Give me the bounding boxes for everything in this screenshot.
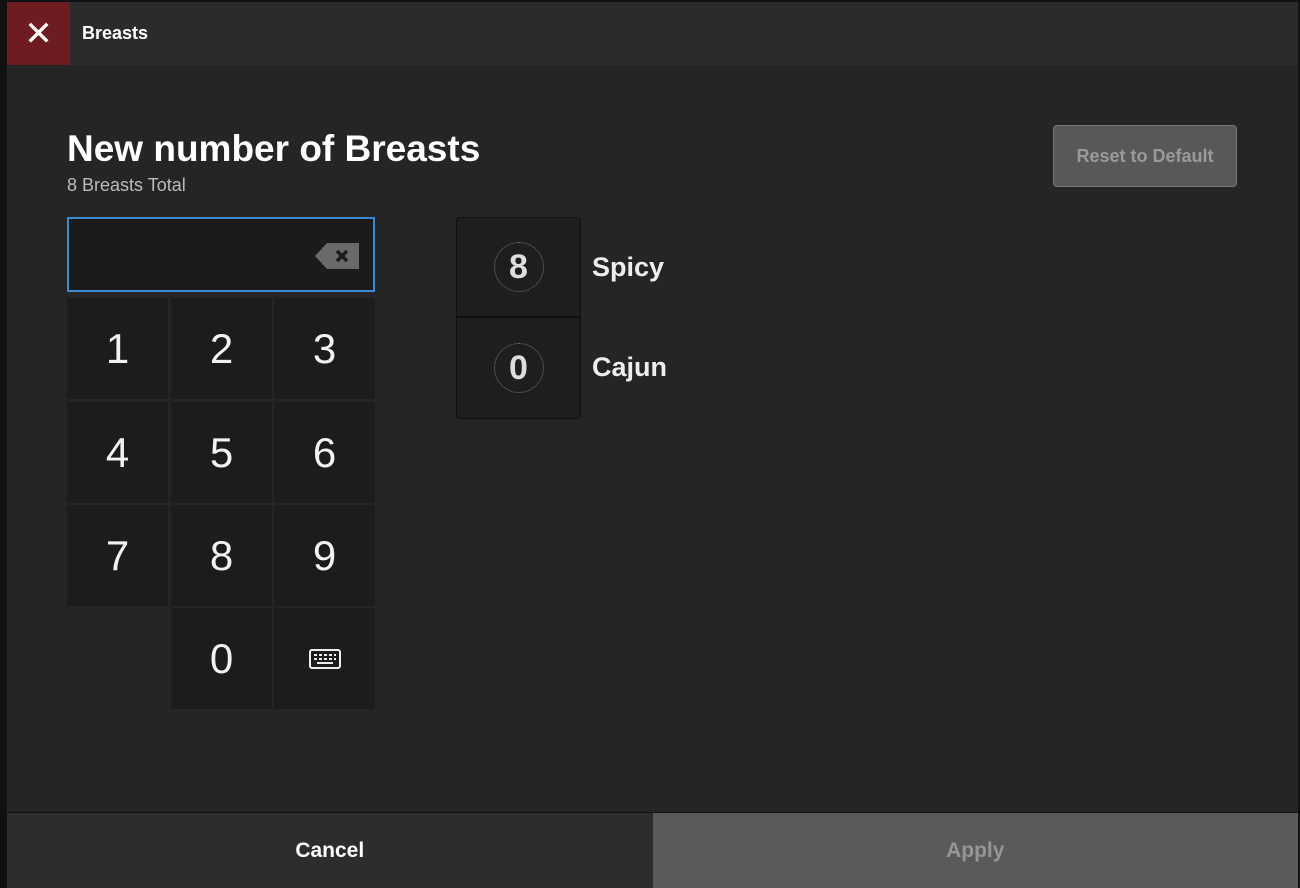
key-0[interactable]: 0 bbox=[171, 608, 272, 709]
key-9[interactable]: 9 bbox=[274, 505, 375, 606]
close-button[interactable]: ✕ bbox=[7, 2, 70, 65]
footer: Cancel Apply bbox=[7, 812, 1298, 888]
key-8[interactable]: 8 bbox=[171, 505, 272, 606]
flavor-label-spicy: Spicy bbox=[592, 252, 665, 282]
flavor-count: 0 bbox=[493, 343, 544, 393]
flavor-count: 8 bbox=[493, 242, 544, 292]
dialog: ✕ Breasts New number of Breasts 8 Breast… bbox=[7, 2, 1298, 888]
key-2[interactable]: 2 bbox=[171, 298, 272, 399]
number-input[interactable] bbox=[67, 217, 375, 292]
key-6[interactable]: 6 bbox=[274, 402, 375, 503]
keyboard-button[interactable] bbox=[274, 608, 375, 709]
flavor-spicy-button[interactable]: 8 bbox=[457, 218, 580, 318]
header-title: Breasts bbox=[82, 23, 149, 43]
key-4[interactable]: 4 bbox=[67, 402, 168, 503]
key-5[interactable]: 5 bbox=[171, 402, 272, 503]
flavor-label-cajun: Cajun bbox=[592, 352, 668, 382]
key-3[interactable]: 3 bbox=[274, 298, 375, 399]
reset-to-default-button[interactable]: Reset to Default bbox=[1053, 125, 1237, 187]
flavor-cajun-button[interactable]: 0 bbox=[457, 318, 580, 418]
page-title: New number of Breasts bbox=[67, 128, 481, 169]
key-7[interactable]: 7 bbox=[67, 505, 168, 606]
close-icon: ✕ bbox=[24, 14, 53, 53]
backspace-icon[interactable] bbox=[315, 243, 359, 269]
apply-button[interactable]: Apply bbox=[652, 813, 1298, 888]
header: ✕ Breasts bbox=[7, 2, 1298, 65]
cancel-button[interactable]: Cancel bbox=[7, 813, 653, 888]
keyboard-icon bbox=[308, 648, 341, 669]
subtitle: 8 Breasts Total bbox=[67, 175, 186, 195]
key-1[interactable]: 1 bbox=[67, 298, 168, 399]
flavor-counts: 8 0 bbox=[456, 217, 581, 419]
